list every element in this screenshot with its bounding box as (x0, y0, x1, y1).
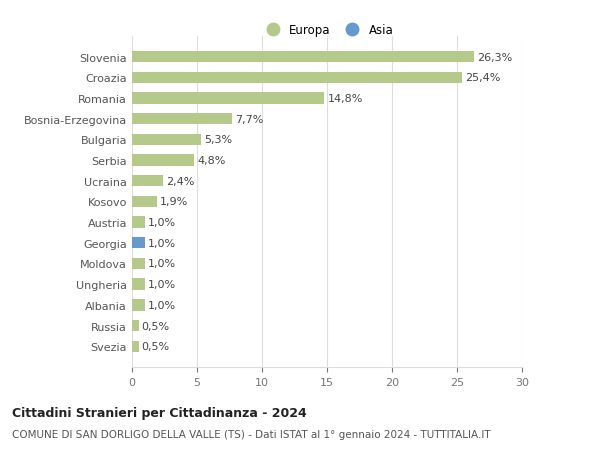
Bar (132, 196, 157, 207)
Text: 1,0%: 1,0% (148, 238, 176, 248)
Bar (132, 52, 474, 63)
Legend: Europa, Asia: Europa, Asia (256, 19, 398, 42)
Bar (132, 258, 145, 269)
Bar (132, 155, 194, 166)
Bar (132, 320, 139, 331)
Text: 5,3%: 5,3% (204, 135, 232, 145)
Text: 0,5%: 0,5% (142, 341, 170, 352)
Text: 0,5%: 0,5% (142, 321, 170, 331)
Text: COMUNE DI SAN DORLIGO DELLA VALLE (TS) - Dati ISTAT al 1° gennaio 2024 - TUTTITA: COMUNE DI SAN DORLIGO DELLA VALLE (TS) -… (12, 429, 491, 439)
Text: 1,0%: 1,0% (148, 218, 176, 228)
Bar (132, 341, 139, 352)
Text: 14,8%: 14,8% (328, 94, 363, 104)
Bar (132, 176, 163, 187)
Text: 26,3%: 26,3% (477, 52, 512, 62)
Text: 25,4%: 25,4% (466, 73, 501, 83)
Bar (132, 114, 232, 125)
Bar (132, 93, 325, 104)
Text: 4,8%: 4,8% (197, 156, 226, 166)
Text: 1,0%: 1,0% (148, 259, 176, 269)
Text: Cittadini Stranieri per Cittadinanza - 2024: Cittadini Stranieri per Cittadinanza - 2… (12, 406, 307, 419)
Text: 1,0%: 1,0% (148, 300, 176, 310)
Bar (132, 279, 145, 290)
Bar (132, 134, 201, 146)
Text: 2,4%: 2,4% (166, 176, 195, 186)
Text: 7,7%: 7,7% (235, 114, 264, 124)
Text: 1,9%: 1,9% (160, 197, 188, 207)
Bar (132, 238, 145, 249)
Bar (132, 300, 145, 311)
Bar (132, 73, 462, 84)
Text: 1,0%: 1,0% (148, 280, 176, 290)
Bar (132, 217, 145, 228)
